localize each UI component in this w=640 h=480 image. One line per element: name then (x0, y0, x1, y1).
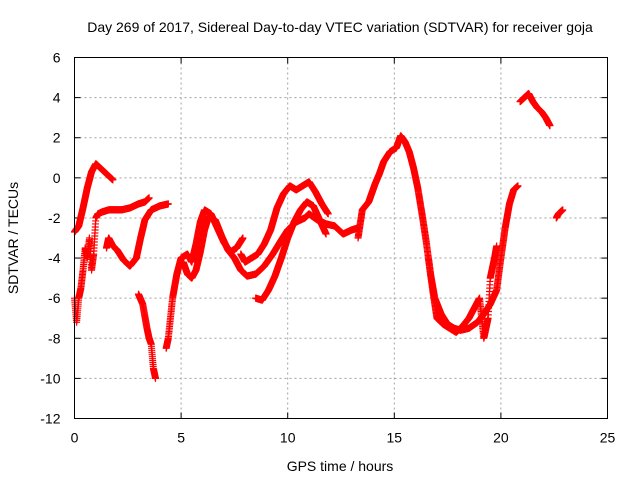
y-tick-label: -8 (48, 330, 61, 346)
series-arc-3 (102, 200, 172, 270)
x-tick-label: 10 (280, 430, 296, 446)
data-point (239, 234, 247, 242)
x-tick-label: 15 (387, 430, 403, 446)
data-point (164, 200, 172, 208)
data-point (145, 194, 153, 202)
data-points (71, 90, 567, 382)
y-tick-label: -4 (48, 250, 61, 266)
series-arc-2 (71, 194, 153, 326)
x-tick-label: 5 (177, 430, 185, 446)
x-axis-label: GPS time / hours (287, 458, 394, 474)
series-arc-4 (134, 290, 160, 382)
y-tick-label: 4 (53, 90, 61, 106)
x-tick-label: 0 (71, 430, 79, 446)
data-point (109, 176, 117, 184)
series-arc-1 (71, 160, 117, 236)
y-tick-label: -12 (40, 411, 60, 427)
chart-title: Day 269 of 2017, Sidereal Day-to-day VTE… (87, 19, 593, 35)
data-point (152, 374, 160, 382)
y-axis-label: SDTVAR / TECUs (5, 182, 21, 294)
series-arc-6 (179, 210, 362, 282)
grid (74, 57, 608, 419)
x-tick-label: 25 (600, 430, 616, 446)
y-tick-label: 2 (53, 130, 61, 146)
y-tick-label: -2 (48, 210, 61, 226)
y-tick-label: -6 (48, 290, 61, 306)
y-tick-label: -10 (40, 370, 60, 386)
x-tick-label: 20 (493, 430, 509, 446)
y-tick-label: 6 (53, 50, 61, 66)
y-tick-label: 0 (53, 170, 61, 186)
